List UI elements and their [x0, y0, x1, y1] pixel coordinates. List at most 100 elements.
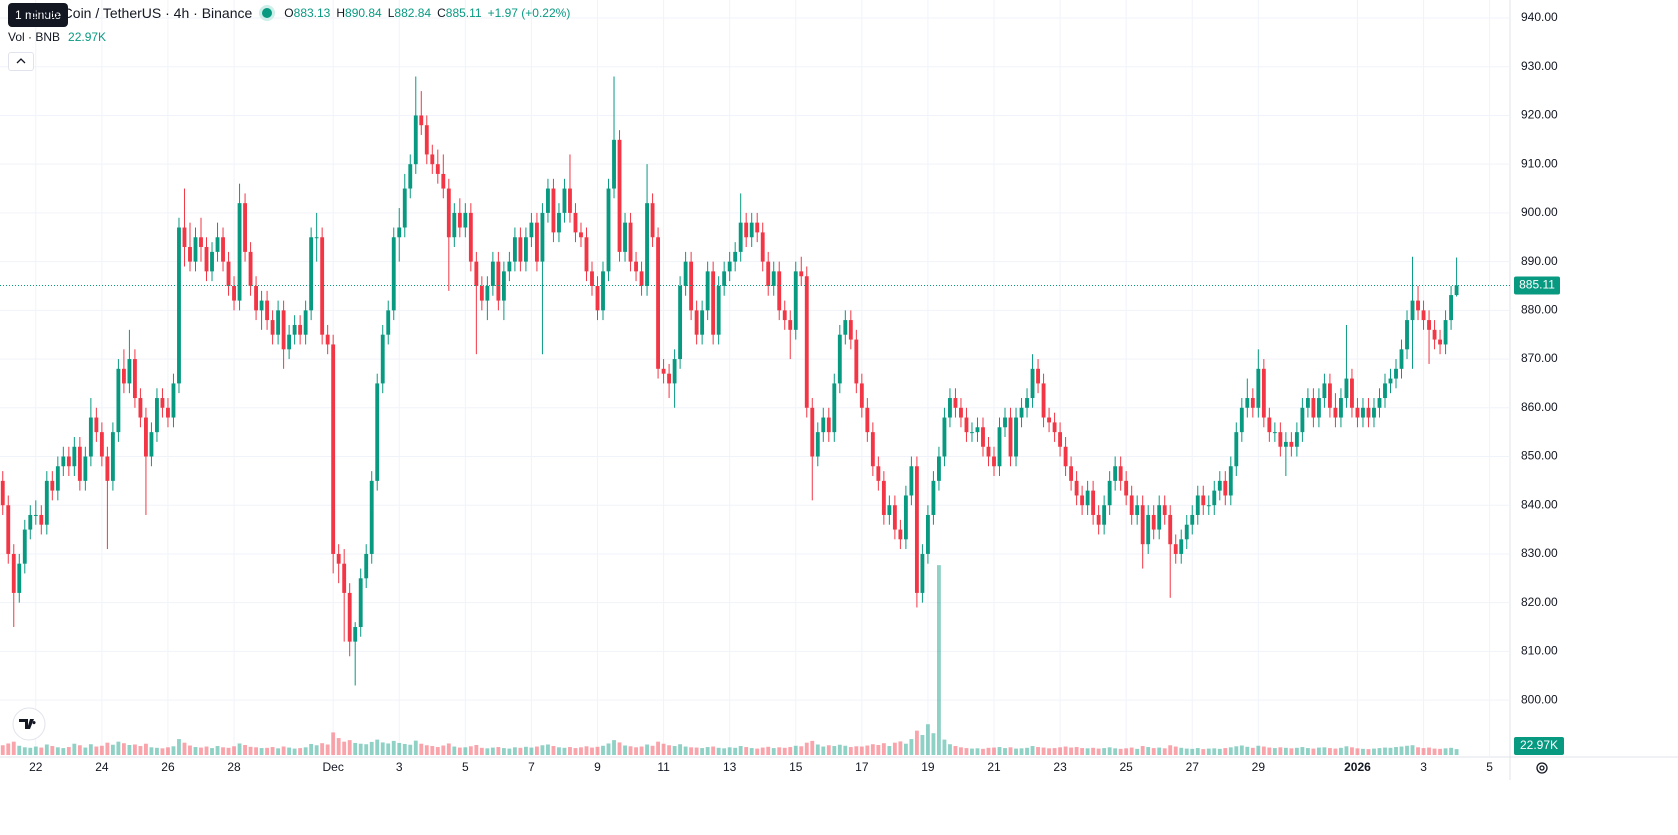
volume-bar: [138, 746, 143, 755]
candle-body: [1339, 398, 1343, 418]
last-price-badge: [1514, 276, 1560, 295]
volume-badge-label: 22.97K: [1520, 738, 1558, 752]
volume-bar: [1388, 747, 1393, 755]
volume-bar: [981, 748, 985, 755]
candle-body: [711, 271, 716, 335]
candle-body: [1350, 378, 1354, 408]
volume-bar: [1344, 746, 1349, 755]
candle-body: [777, 271, 782, 311]
candle-body: [1278, 432, 1283, 447]
ohlc: O883.13: [284, 6, 330, 20]
candle-body: [1085, 490, 1090, 506]
candle-body: [1239, 407, 1244, 433]
candle-body: [1113, 466, 1118, 481]
volume-bar: [1091, 747, 1096, 755]
volume-bar: [254, 747, 258, 755]
volume-bar: [716, 747, 721, 755]
candle-body: [859, 383, 864, 408]
candle-body: [452, 212, 457, 238]
volume-bar: [1278, 747, 1283, 755]
volume-bar: [1261, 746, 1266, 755]
candle-body: [628, 222, 633, 262]
volume-bar: [1443, 748, 1448, 755]
volume-bar: [1327, 748, 1332, 755]
y-tick-label: 890.00: [1521, 254, 1558, 268]
volume-bar: [132, 744, 137, 755]
x-tick-label: 7: [528, 760, 535, 774]
candle-body: [138, 398, 143, 418]
candle-body: [1008, 417, 1013, 457]
candle-body: [738, 222, 743, 252]
candle-body: [1206, 505, 1211, 507]
volume-bar: [1234, 746, 1239, 755]
volume-bar: [364, 744, 369, 755]
candle-body: [1014, 417, 1018, 457]
candle-body: [50, 480, 55, 491]
volume-bar: [496, 747, 501, 755]
candle-body: [529, 222, 534, 238]
volume-bar: [584, 746, 589, 755]
volume-bar: [782, 747, 787, 755]
candle-body: [353, 627, 358, 642]
volume-bar: [672, 746, 677, 755]
volume-bar: [645, 744, 649, 755]
candle-body: [1261, 368, 1266, 418]
candle-body: [1377, 398, 1382, 408]
volume-bar: [369, 741, 374, 755]
candle-body: [110, 432, 115, 481]
volume-bar: [1036, 747, 1040, 755]
collapse-button[interactable]: [8, 52, 34, 71]
settings-icon[interactable]: [1536, 762, 1548, 774]
volume-bar: [430, 746, 435, 755]
volume-bar: [320, 743, 325, 755]
candle-body: [347, 592, 352, 642]
volume-bar: [920, 734, 925, 755]
candle-body: [672, 359, 677, 384]
candle-body: [854, 339, 859, 384]
candle-body: [661, 368, 666, 374]
low-label: L: [387, 6, 395, 20]
tv-logo[interactable]: [12, 707, 46, 741]
volume-bar: [793, 745, 798, 755]
candle-body: [116, 368, 121, 433]
volume-bar: [903, 743, 908, 755]
volume-bar: [177, 739, 181, 755]
candle-body: [557, 212, 561, 233]
volume-bar: [1394, 747, 1398, 755]
volume-bar: [1184, 748, 1189, 755]
volume-bar: [6, 743, 11, 755]
candle-body: [22, 529, 27, 564]
candle-body: [865, 407, 870, 433]
symbol-title[interactable]: BNB Coin / TetherUS · 4h · Binance: [30, 5, 253, 21]
x-tick-label: 15: [789, 760, 803, 774]
candle-body: [534, 222, 539, 262]
candle-body: [281, 310, 286, 350]
candle-body: [424, 125, 429, 155]
volume-bar: [204, 746, 209, 755]
volume-bar: [1135, 748, 1140, 755]
candle-body: [1063, 446, 1068, 467]
volume-bar: [1074, 747, 1079, 755]
candle-body: [248, 251, 253, 286]
candle-body: [744, 222, 749, 238]
candle-body: [1195, 495, 1200, 515]
candle-body: [970, 432, 974, 434]
x-tick-label: 3: [1420, 760, 1427, 774]
volume-bar: [892, 742, 897, 755]
volume-bar: [44, 744, 49, 755]
candle-body: [265, 300, 270, 321]
volume-bar: [661, 743, 666, 755]
candle-body: [1003, 417, 1007, 428]
y-tick-label: 800.00: [1521, 692, 1558, 706]
x-tick-label: 2026: [1344, 760, 1371, 774]
x-tick-label: 26: [161, 760, 175, 774]
candle-body: [430, 154, 435, 165]
volume-bar: [446, 743, 451, 755]
candle-body: [155, 398, 159, 433]
volume-bar: [1195, 748, 1200, 755]
candle-body: [601, 271, 605, 311]
candle-body: [595, 285, 600, 311]
volume-bar: [595, 746, 600, 755]
volume-bar: [1124, 748, 1129, 755]
